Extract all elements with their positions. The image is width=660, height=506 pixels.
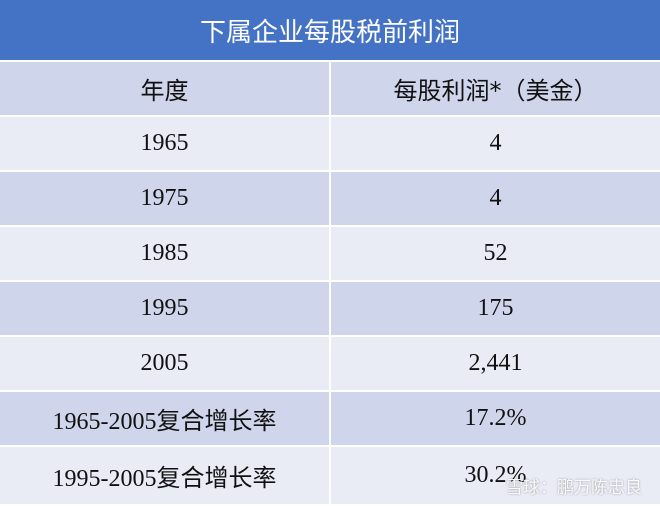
table-cell: 1965 [140,130,189,156]
table-row: 1995 175 [0,282,660,337]
table-cell: 4 [329,117,660,170]
table-row: 1965-2005复合增长率 17.2% [0,392,660,447]
table-row: 1965 4 [0,117,660,172]
table-cell: 175 [329,282,660,335]
table-cell: 2005 [140,350,189,376]
table-row: 1975 4 [0,172,660,227]
watermark: 雪球：鹏万陈忠良 [506,478,642,498]
table-row: 1995-2005复合增长率 30.2% [0,447,660,504]
table-cell: 1965-2005复合增长率 [52,409,277,435]
table-row: 2005 2,441 [0,337,660,392]
table-cell: 1995 [140,295,189,321]
table-cell: 17.2% [329,392,660,445]
table-cell: 1975 [140,185,189,211]
header-cell: 年度 [140,77,189,105]
table-cell: 52 [329,227,660,280]
table-cell: 1995-2005复合增长率 [52,466,277,492]
header-cell: 每股利润*（美金） [329,62,660,115]
table-title: 下属企业每股税前利润 [0,0,660,62]
table-cell: 2,441 [329,337,660,390]
table-row: 1985 52 [0,227,660,282]
header-row: 年度 每股利润*（美金） [0,62,660,117]
table-cell: 30.2% [329,447,660,504]
table: 年度 每股利润*（美金） 1965 4 1975 4 1985 52 1995 175 2005 2,… [0,62,660,504]
table-cell: 4 [329,172,660,225]
table-cell: 1985 [140,240,189,266]
